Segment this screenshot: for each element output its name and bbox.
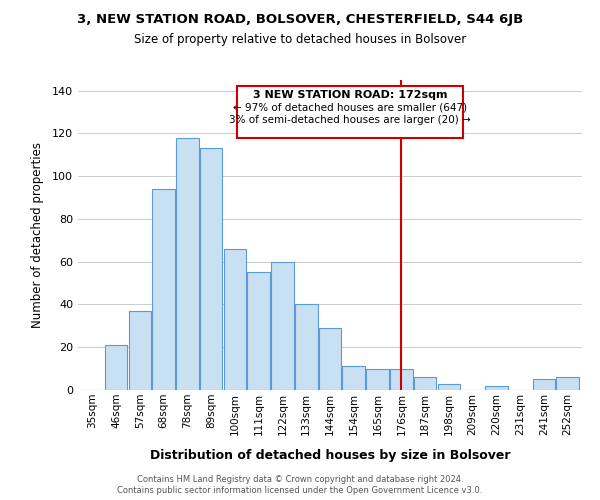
Bar <box>319 328 341 390</box>
FancyBboxPatch shape <box>237 86 463 138</box>
Text: 3 NEW STATION ROAD: 172sqm: 3 NEW STATION ROAD: 172sqm <box>253 90 448 100</box>
Bar <box>128 311 151 390</box>
Bar <box>295 304 317 390</box>
Bar <box>271 262 294 390</box>
Bar <box>152 189 175 390</box>
Text: Contains HM Land Registry data © Crown copyright and database right 2024.: Contains HM Land Registry data © Crown c… <box>137 475 463 484</box>
Bar <box>366 368 389 390</box>
Bar <box>247 272 270 390</box>
Text: Contains public sector information licensed under the Open Government Licence v3: Contains public sector information licen… <box>118 486 482 495</box>
Bar <box>556 377 579 390</box>
X-axis label: Distribution of detached houses by size in Bolsover: Distribution of detached houses by size … <box>150 449 510 462</box>
Bar <box>176 138 199 390</box>
Bar <box>390 368 413 390</box>
Text: 3% of semi-detached houses are larger (20) →: 3% of semi-detached houses are larger (2… <box>229 116 471 126</box>
Text: 3, NEW STATION ROAD, BOLSOVER, CHESTERFIELD, S44 6JB: 3, NEW STATION ROAD, BOLSOVER, CHESTERFI… <box>77 12 523 26</box>
Bar <box>437 384 460 390</box>
Bar <box>414 377 436 390</box>
Y-axis label: Number of detached properties: Number of detached properties <box>31 142 44 328</box>
Bar <box>224 249 246 390</box>
Bar <box>200 148 223 390</box>
Bar <box>533 380 555 390</box>
Bar <box>485 386 508 390</box>
Bar <box>105 345 127 390</box>
Text: ← 97% of detached houses are smaller (647): ← 97% of detached houses are smaller (64… <box>233 102 467 113</box>
Text: Size of property relative to detached houses in Bolsover: Size of property relative to detached ho… <box>134 32 466 46</box>
Bar <box>343 366 365 390</box>
